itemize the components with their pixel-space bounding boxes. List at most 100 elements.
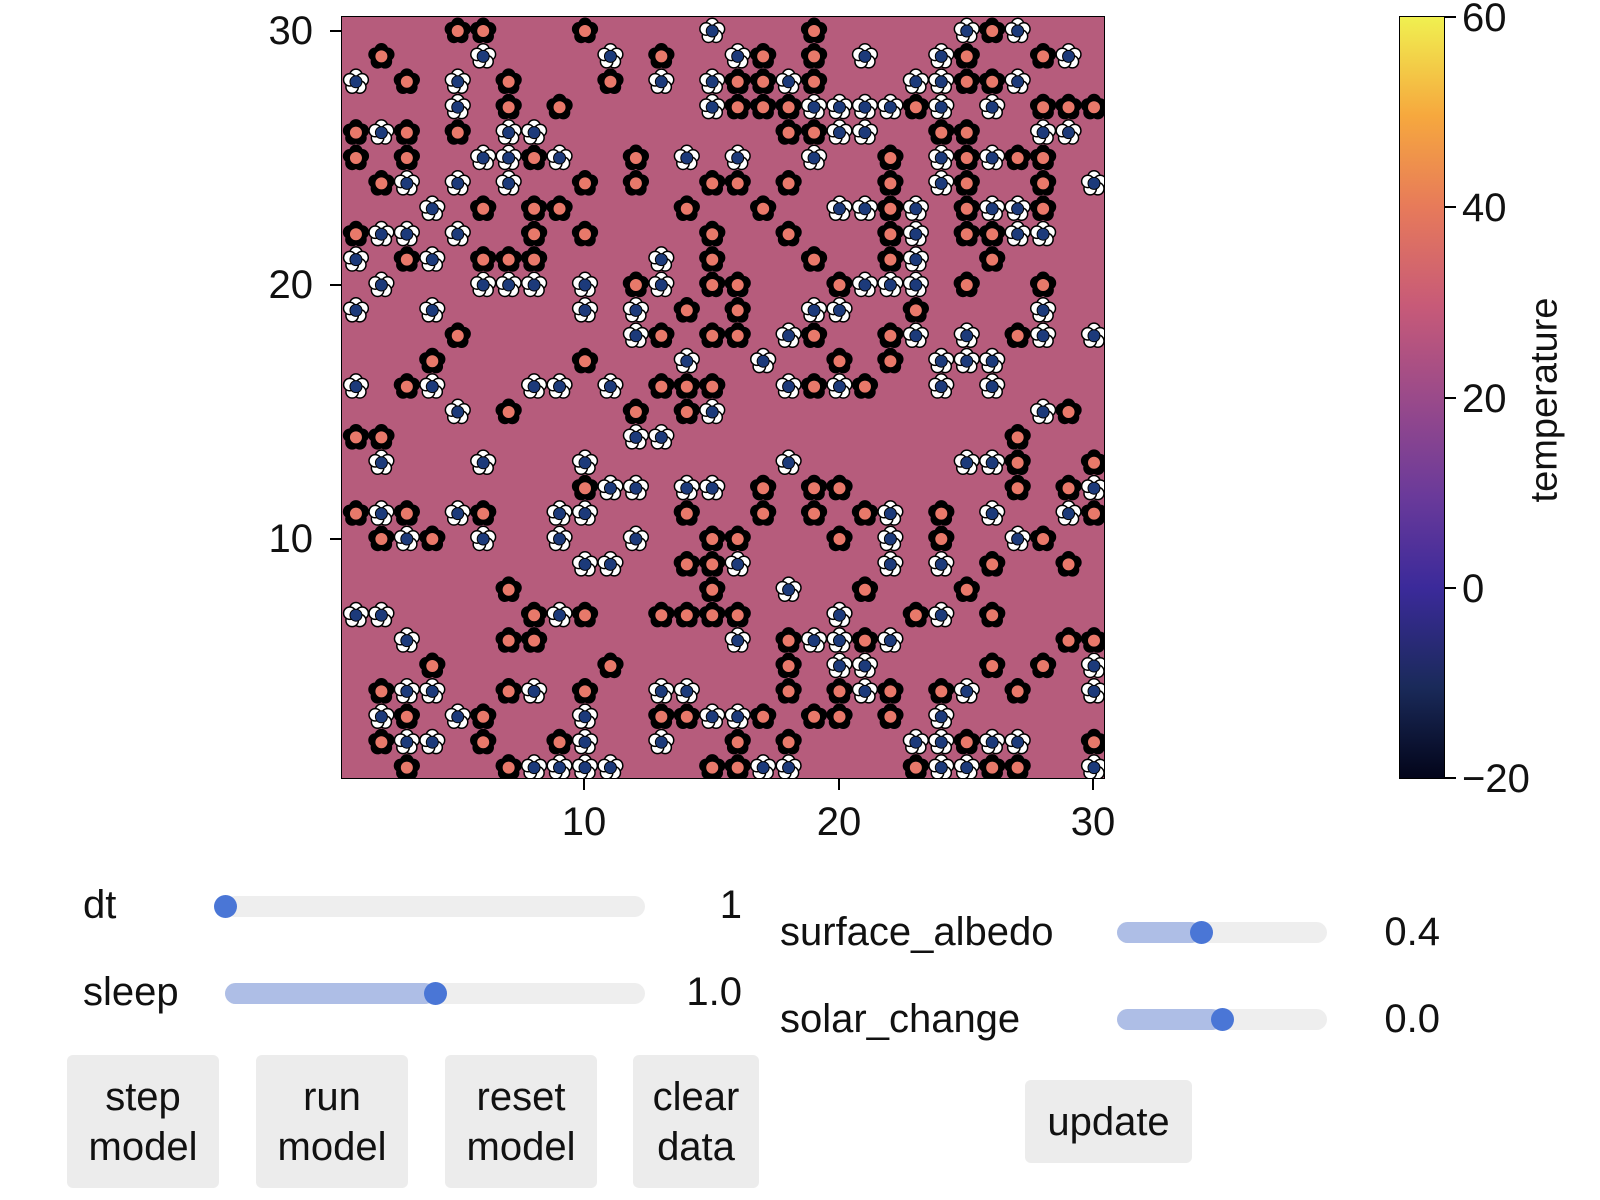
white-daisy	[826, 627, 853, 653]
reset-model-button[interactable]: reset model	[445, 1055, 597, 1188]
y-tick-label-20: 20	[268, 263, 314, 307]
solar-change-slider-handle[interactable]	[1211, 1008, 1234, 1031]
white-daisy	[520, 271, 548, 298]
y-tick-label-30: 30	[268, 9, 314, 53]
white-daisy	[444, 220, 471, 247]
white-daisy	[775, 322, 802, 349]
black-daisy	[724, 754, 751, 778]
white-daisy	[444, 93, 471, 120]
solar-change-slider-label: solar_change	[780, 997, 1021, 1041]
white-daisy	[648, 728, 675, 755]
white-daisy	[851, 677, 879, 704]
black-daisy	[928, 500, 955, 526]
white-daisy	[877, 271, 904, 298]
black-daisy	[1029, 42, 1057, 69]
white-daisy	[393, 677, 420, 704]
sleep-slider[interactable]	[225, 982, 645, 1005]
update-button[interactable]: update	[1025, 1080, 1192, 1163]
white-daisy	[470, 271, 497, 298]
white-daisy	[520, 754, 548, 778]
black-daisy	[699, 576, 726, 603]
black-daisy	[622, 271, 650, 298]
step-model-button[interactable]: step model	[67, 1055, 219, 1188]
black-daisy	[851, 500, 879, 526]
white-daisy	[826, 601, 853, 628]
black-daisy	[1055, 474, 1082, 501]
white-daisy	[979, 93, 1006, 120]
white-daisy	[1055, 42, 1082, 69]
black-daisy	[800, 246, 828, 272]
black-daisy	[368, 728, 395, 755]
black-daisy	[673, 500, 700, 526]
black-daisy	[571, 220, 599, 247]
run-model-button[interactable]: run model	[256, 1055, 408, 1188]
white-daisy	[953, 677, 980, 704]
black-daisy	[495, 754, 522, 778]
black-daisy	[470, 703, 497, 730]
black-daisy	[368, 169, 395, 196]
clear-data-button[interactable]: clear data	[633, 1055, 759, 1188]
black-daisy	[342, 119, 370, 145]
black-daisy	[928, 525, 955, 552]
white-daisy	[953, 754, 980, 778]
white-daisy	[1004, 220, 1031, 247]
black-daisy	[724, 601, 751, 628]
black-daisy	[800, 474, 828, 501]
black-daisy	[724, 525, 751, 552]
white-daisy	[928, 703, 955, 730]
black-daisy	[953, 119, 980, 145]
black-daisy	[571, 347, 599, 374]
black-daisy	[1004, 322, 1031, 349]
black-daisy	[1004, 423, 1031, 450]
sleep-slider-handle[interactable]	[424, 982, 447, 1005]
black-daisy	[1080, 93, 1104, 120]
white-daisy	[419, 677, 446, 704]
white-daisy	[724, 42, 751, 69]
black-daisy	[495, 576, 522, 603]
white-daisy	[342, 246, 370, 272]
black-daisy	[444, 119, 471, 145]
white-daisy	[775, 754, 802, 778]
white-daisy	[877, 550, 904, 577]
white-daisy	[673, 474, 700, 501]
black-daisy	[673, 601, 700, 628]
black-daisy	[750, 703, 777, 730]
white-daisy	[495, 144, 522, 171]
white-daisy	[851, 93, 879, 120]
black-daisy	[953, 68, 980, 95]
white-daisy	[902, 271, 929, 298]
white-daisy	[953, 449, 980, 476]
dt-slider[interactable]	[214, 895, 645, 918]
black-daisy	[648, 601, 675, 628]
black-daisy	[953, 271, 980, 298]
white-daisy	[342, 296, 370, 323]
black-daisy	[520, 195, 548, 222]
white-daisy	[571, 754, 599, 778]
colorbar-tick-mark-40	[1445, 206, 1456, 208]
x-tick-mark-30	[1092, 779, 1094, 790]
white-daisy	[546, 500, 573, 526]
black-daisy	[648, 42, 675, 69]
black-daisy	[979, 220, 1006, 247]
black-daisy	[877, 347, 904, 374]
white-daisy	[571, 500, 599, 526]
temperature-colorbar	[1399, 16, 1445, 779]
white-daisy	[1029, 220, 1057, 247]
solar-change-slider[interactable]	[1117, 1008, 1327, 1031]
white-daisy	[546, 754, 573, 778]
white-daisy	[724, 550, 751, 577]
white-daisy	[622, 474, 650, 501]
black-daisy	[775, 119, 802, 145]
black-daisy	[979, 550, 1006, 577]
black-daisy	[1029, 144, 1057, 171]
surface-albedo-slider-handle[interactable]	[1190, 921, 1213, 944]
black-daisy	[800, 119, 828, 145]
white-daisy	[699, 93, 726, 120]
dt-slider-handle[interactable]	[214, 895, 237, 918]
black-daisy	[902, 601, 929, 628]
white-daisy	[928, 93, 955, 120]
surface-albedo-slider[interactable]	[1117, 921, 1327, 944]
black-daisy	[470, 195, 497, 222]
white-daisy	[546, 525, 573, 552]
black-daisy	[953, 220, 980, 247]
